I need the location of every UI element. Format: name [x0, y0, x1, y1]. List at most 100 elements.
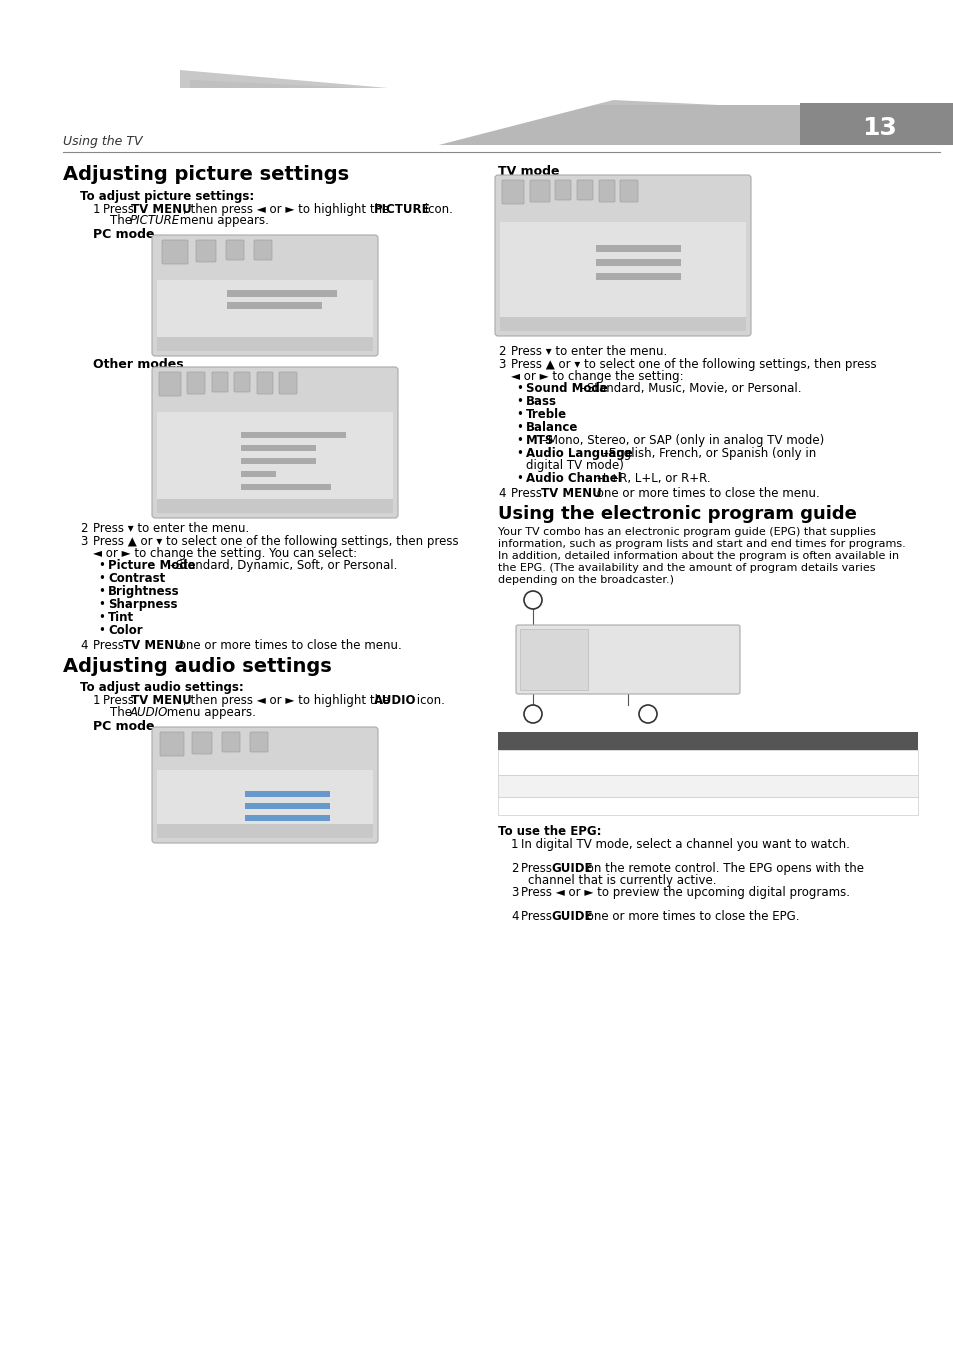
Text: ▲▾ : SELECT    ◄► : ADJUST    TV MENU : RETURN: ▲▾ : SELECT ◄► : ADJUST TV MENU : RETURN: [163, 828, 334, 833]
Bar: [596, 273, 680, 279]
Text: AUDIO: AUDIO: [186, 400, 205, 405]
Text: 2: 2: [529, 707, 537, 718]
Text: Shows the channel number for the channel: Shows the channel number for the channel: [553, 753, 794, 763]
Text: : ◄: : ◄: [214, 300, 226, 309]
Text: Balance: Balance: [161, 813, 197, 822]
Text: Using the electronic program guide: Using the electronic program guide: [497, 505, 856, 522]
Text: Press ◄ or ► to preview the upcoming digital programs.: Press ◄ or ► to preview the upcoming dig…: [520, 886, 849, 899]
Text: ►: ►: [698, 298, 702, 305]
Text: 4: 4: [497, 487, 505, 500]
Bar: [241, 471, 275, 477]
Text: No Information: No Information: [523, 660, 576, 666]
Text: ►: ►: [330, 418, 335, 425]
Text: 2: 2: [497, 346, 505, 358]
Text: 50 ►: 50 ►: [333, 801, 351, 810]
Text: 1: 1: [529, 594, 537, 603]
Text: OPTION: OPTION: [251, 757, 277, 764]
Text: To use the EPG:: To use the EPG:: [497, 825, 601, 838]
Text: : ◄: : ◄: [233, 788, 244, 798]
Text: TIME: TIME: [223, 757, 239, 764]
Text: , then press ◄ or ► to highlight the: , then press ◄ or ► to highlight the: [183, 202, 393, 216]
Text: •: •: [98, 624, 105, 637]
Text: –Standard, Dynamic, Soft, or Personal.: –Standard, Dynamic, Soft, or Personal.: [171, 559, 397, 572]
Text: The: The: [110, 706, 135, 720]
Text: Adjusting picture settings: Adjusting picture settings: [63, 165, 349, 184]
Text: PICTURE: PICTURE: [159, 400, 184, 405]
Text: one or more times to close the menu.: one or more times to close the menu.: [593, 487, 819, 500]
Text: : ◄: : ◄: [585, 256, 596, 263]
FancyBboxPatch shape: [516, 625, 740, 694]
Text: : ◄: : ◄: [585, 230, 596, 235]
Bar: [227, 290, 336, 297]
Text: Tint: Tint: [161, 468, 176, 478]
Text: ►: ►: [333, 825, 338, 832]
Text: icon.: icon.: [420, 202, 453, 216]
Text: Personal: Personal: [262, 778, 307, 786]
Text: Sharpness: Sharpness: [161, 456, 205, 464]
Text: ▲▾ : SELECT    ◄► : ADJUST    TV MENU : RETURN: ▲▾ : SELECT ◄► : ADJUST TV MENU : RETURN: [505, 320, 676, 325]
Text: Audio Channel: Audio Channel: [503, 298, 566, 308]
Text: 4: 4: [511, 910, 518, 923]
Bar: [497, 775, 917, 796]
Text: PICTURE: PICTURE: [130, 215, 180, 227]
Bar: [499, 178, 745, 221]
Text: AUDIO: AUDIO: [130, 706, 168, 720]
Text: 1: 1: [503, 753, 511, 765]
FancyBboxPatch shape: [250, 732, 268, 752]
Text: 3: 3: [511, 886, 517, 899]
FancyBboxPatch shape: [226, 240, 244, 261]
Text: TIME: TIME: [227, 269, 243, 274]
Bar: [245, 791, 330, 796]
Text: 60 ►: 60 ►: [339, 288, 359, 297]
Text: Brightness: Brightness: [161, 443, 206, 452]
Text: Sound Mode: Sound Mode: [503, 230, 558, 238]
Text: •: •: [98, 559, 105, 572]
Text: Treble: Treble: [503, 256, 529, 266]
Text: L + R: L + R: [272, 825, 298, 834]
Text: 2: 2: [503, 778, 511, 791]
Text: •: •: [516, 408, 522, 421]
Text: PC mode: PC mode: [92, 228, 154, 242]
Text: Brightness: Brightness: [108, 585, 179, 598]
Text: CHANNEL: CHANNEL: [619, 209, 648, 215]
Text: available).: available).: [553, 788, 611, 798]
Text: Press ▲ or ▾ to select one of the following settings, then press: Press ▲ or ▾ to select one of the follow…: [511, 358, 876, 371]
Text: ◄ or ► to change the setting:: ◄ or ► to change the setting:: [511, 370, 683, 383]
Text: TV MENU: TV MENU: [540, 487, 601, 500]
Text: : ◄: : ◄: [230, 418, 240, 425]
Text: 50 ►: 50 ►: [685, 256, 703, 266]
Text: Displays the program times.: Displays the program times.: [553, 802, 710, 811]
FancyBboxPatch shape: [187, 373, 205, 394]
Bar: [157, 824, 373, 838]
Text: •: •: [98, 612, 105, 624]
Bar: [241, 485, 331, 490]
Bar: [157, 769, 373, 826]
Text: Your TV combo has an electronic program guide (EPG) that supplies: Your TV combo has an electronic program …: [497, 526, 875, 537]
FancyBboxPatch shape: [160, 732, 184, 756]
Text: PICTURE: PICTURE: [501, 209, 527, 215]
Text: Brightness: Brightness: [161, 300, 209, 309]
Bar: [499, 317, 745, 331]
Bar: [241, 446, 315, 451]
Bar: [157, 500, 393, 513]
Polygon shape: [180, 70, 700, 135]
Text: AUDIO: AUDIO: [194, 269, 217, 274]
Text: 3: 3: [497, 358, 505, 371]
Text: •: •: [98, 572, 105, 585]
Text: : ◄: : ◄: [233, 825, 244, 834]
Text: : ◄: : ◄: [233, 813, 244, 822]
Text: 50 ►: 50 ►: [333, 788, 351, 798]
Text: Balance: Balance: [525, 421, 578, 433]
Text: PICTURE: PICTURE: [374, 202, 430, 216]
Text: Press: Press: [511, 487, 545, 500]
Text: : ◄: : ◄: [585, 298, 596, 305]
Text: 08:00-12:00: 08:00-12:00: [633, 649, 696, 659]
Polygon shape: [185, 105, 949, 144]
Text: Press: Press: [103, 202, 137, 216]
Text: Color: Color: [108, 624, 143, 637]
Text: 1: 1: [92, 694, 100, 707]
Bar: [157, 370, 393, 412]
Text: 4: 4: [80, 639, 88, 652]
Bar: [157, 412, 393, 501]
Text: one or more times to close the menu.: one or more times to close the menu.: [174, 639, 401, 652]
